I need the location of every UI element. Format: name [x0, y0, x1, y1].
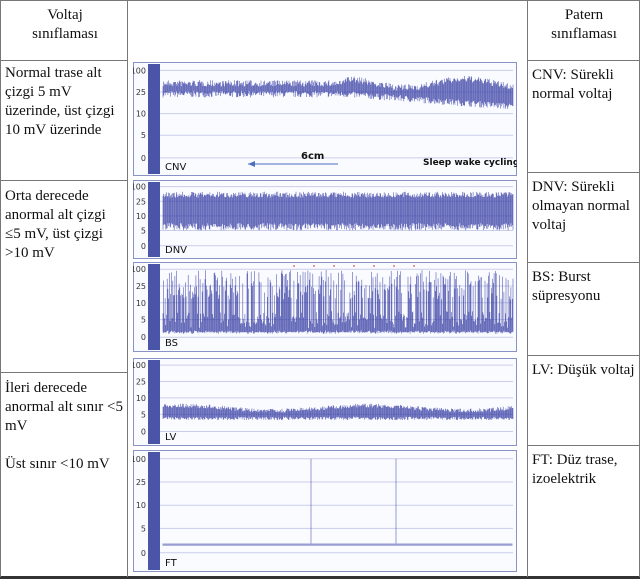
aeeg-panel: 100 25 10 5 0 FT [133, 450, 517, 572]
axis-label: 5 [141, 410, 146, 419]
pattern-class: BS: Burst süpresyonu [532, 269, 601, 304]
axis-label: 25 [136, 282, 146, 291]
axis-label: 25 [136, 88, 146, 97]
panel-label: FT [165, 558, 178, 569]
header-pattern: Patern sınıflaması [551, 7, 617, 42]
rule [527, 445, 640, 446]
axis-label: 0 [141, 428, 146, 437]
rule [527, 262, 640, 263]
aeeg-panel: 100 25 10 5 0 LV [133, 358, 517, 446]
rule [527, 0, 528, 577]
axis-label: 100 [133, 265, 146, 274]
axis-strip [148, 264, 160, 350]
axis-label: 5 [141, 131, 146, 140]
axis-label: 10 [136, 110, 146, 119]
axis-strip [148, 452, 160, 570]
pattern-class: FT: Düz trase, izoelektrik [532, 452, 618, 487]
panel-label: LV [165, 432, 176, 443]
rule [0, 180, 127, 181]
axis-label: 0 [141, 549, 146, 558]
arrow-head [248, 161, 255, 167]
trace [162, 458, 513, 546]
axis-strip [148, 360, 160, 444]
axis-label: 10 [136, 501, 146, 510]
aeeg-panel: 100 25 10 5 0 BS [133, 262, 517, 352]
header-voltage: Voltaj sınıflaması [32, 7, 98, 42]
axis-label: 100 [133, 455, 146, 464]
aeeg-panel: 100 25 10 5 0 CNV 6cm Sleep wake cycling [133, 62, 517, 176]
axis-label: 5 [141, 524, 146, 533]
axis-label: 100 [133, 361, 146, 370]
rule [527, 60, 640, 61]
voltage-class: Orta derecede anormal alt çizgi ≤5 mV, ü… [1, 185, 127, 284]
voltage-class: İleri derecede anormal alt sınır <5 mV Üs… [1, 377, 127, 495]
rule [127, 0, 128, 577]
axis-label: 5 [141, 316, 146, 325]
panel-label: CNV [165, 162, 186, 173]
voltage-text: Orta derecede anormal alt çizgi ≤5 mV, ü… [5, 188, 106, 261]
axis-label: 0 [141, 242, 146, 251]
trace [162, 270, 514, 334]
axis-label: 10 [136, 212, 146, 221]
pattern-class: DNV: Sürekli olmayan normal voltaj [532, 179, 630, 233]
panel-frame [133, 450, 517, 572]
axis-label: 25 [136, 378, 146, 387]
axis-label: 25 [136, 478, 146, 487]
panel-label: DNV [165, 245, 187, 256]
axis-strip [148, 64, 160, 174]
trace [162, 191, 514, 231]
rule [0, 60, 127, 61]
axis-label: 5 [141, 226, 146, 235]
axis-strip [148, 182, 160, 257]
rule [527, 355, 640, 356]
annotation-distance: 6cm [301, 151, 324, 162]
trace [162, 403, 514, 420]
axis-label: 100 [133, 183, 146, 192]
rule [0, 372, 127, 373]
aeeg-panel: 100 25 10 5 0 DNV [133, 180, 517, 259]
axis-label: 0 [141, 154, 146, 163]
panel-frame [133, 358, 517, 446]
axis-label: 10 [136, 394, 146, 403]
panel-label: BS [165, 338, 178, 349]
axis-label: 0 [141, 333, 146, 342]
rule [527, 172, 640, 173]
voltage-class: Normal trase alt çizgi 5 mV üzerinde, üs… [1, 62, 127, 161]
pattern-class: LV: Düşük voltaj [532, 362, 635, 378]
axis-label: 25 [136, 197, 146, 206]
axis-label: 100 [133, 66, 146, 75]
rule [0, 576, 640, 579]
rule [0, 0, 1, 577]
annotation-note: Sleep wake cycling [423, 158, 517, 168]
axis-label: 10 [136, 299, 146, 308]
voltage-text: İleri derecede anormal alt sınır <5 mV [5, 380, 124, 434]
voltage-text: Üst sınır <10 mV [5, 456, 110, 472]
voltage-text: Normal trase alt çizgi 5 mV üzerinde, üs… [5, 65, 115, 138]
rule [0, 0, 640, 1]
pattern-class: CNV: Sürekli normal voltaj [532, 67, 614, 102]
trace [162, 76, 514, 109]
